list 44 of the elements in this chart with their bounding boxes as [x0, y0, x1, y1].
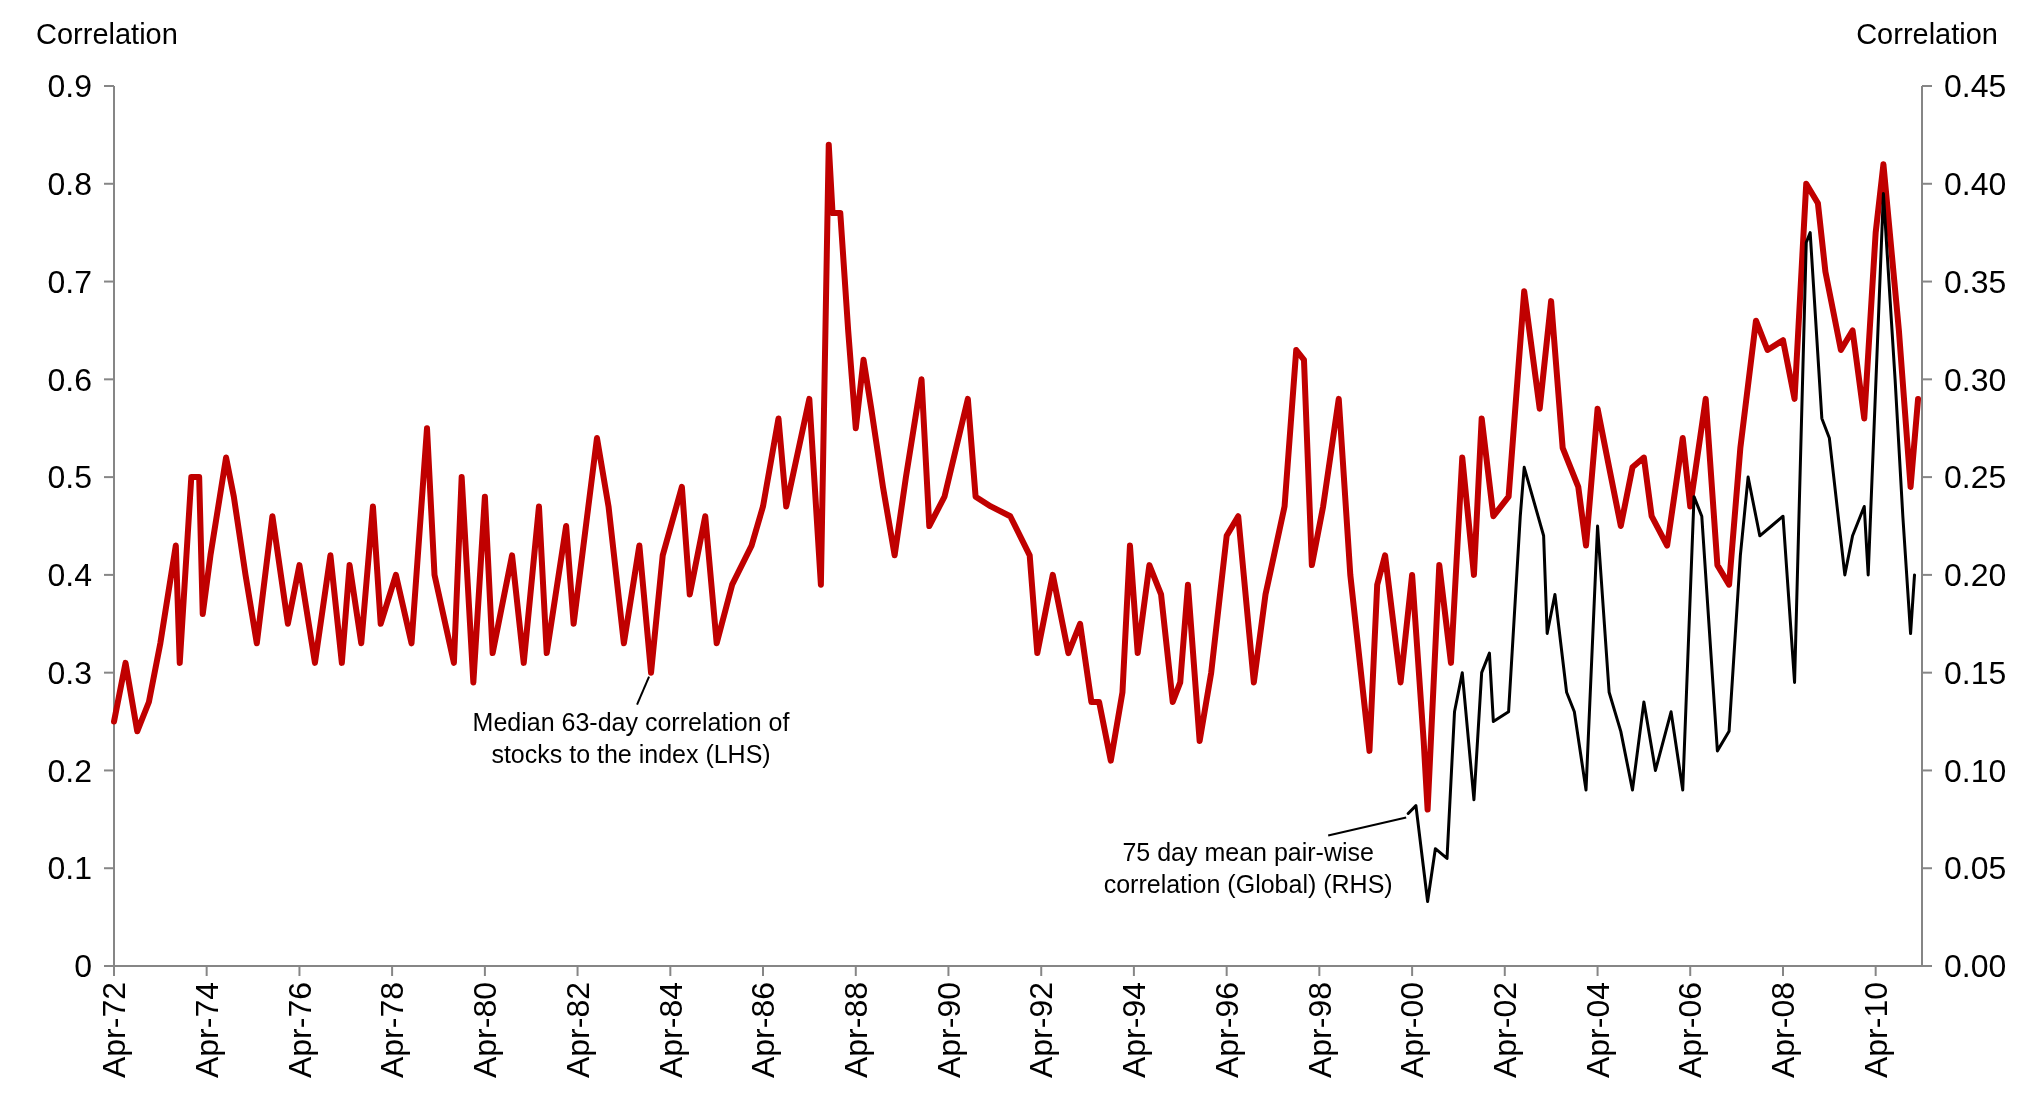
y-tick-label: 0: [74, 948, 92, 985]
x-tick-label: Apr-04: [1579, 982, 1616, 1079]
y-tick-label: 0.9: [47, 68, 92, 105]
x-tick-label: Apr-88: [837, 982, 874, 1079]
y-axis-title: Correlation: [36, 18, 178, 50]
x-tick-label: Apr-10: [1857, 982, 1894, 1079]
annotation: 75 day mean pair-wise correlation (Global) (RHS): [1103, 838, 1393, 899]
y-tick-label: 0.8: [47, 165, 92, 202]
x-tick-label: Apr-00: [1394, 982, 1431, 1079]
y2-tick-label: 0.20: [1944, 557, 2007, 594]
y2-tick-label: 0.15: [1944, 654, 2007, 691]
x-tick-label: Apr-78: [374, 982, 411, 1079]
annotation: Median 63-day correlation of stocks to the index (LHS): [472, 707, 790, 768]
y2-tick-label: 0.40: [1944, 165, 2007, 202]
x-tick-label: Apr-98: [1301, 982, 1338, 1079]
y-tick-label: 0.4: [47, 557, 92, 594]
x-tick-label: Apr-08: [1765, 982, 1802, 1079]
x-tick-label: Apr-96: [1208, 982, 1245, 1079]
x-tick-label: Apr-74: [188, 982, 225, 1079]
x-tick-label: Apr-94: [1116, 982, 1153, 1079]
y-tick-label: 0.1: [47, 850, 92, 887]
x-tick-label: Apr-76: [281, 982, 318, 1079]
y-tick-label: 0.2: [47, 752, 92, 789]
x-tick-label: Apr-90: [930, 982, 967, 1079]
x-tick-label: Apr-02: [1486, 982, 1523, 1079]
y2-tick-label: 0.45: [1944, 68, 2007, 105]
y2-tick-label: 0.25: [1944, 459, 2007, 496]
x-tick-label: Apr-86: [745, 982, 782, 1079]
x-tick-label: Apr-92: [1023, 982, 1060, 1079]
y2-tick-label: 0.05: [1944, 850, 2007, 887]
x-tick-label: Apr-72: [96, 982, 133, 1079]
x-tick-label: Apr-06: [1672, 982, 1709, 1079]
y2-tick-label: 0.35: [1944, 263, 2007, 300]
y2-tick-label: 0.30: [1944, 361, 2007, 398]
y2-axis-title: Correlation: [1856, 18, 1998, 50]
x-tick-label: Apr-80: [467, 982, 504, 1079]
y-tick-label: 0.5: [47, 459, 92, 496]
y-tick-label: 0.7: [47, 263, 92, 300]
y-tick-label: 0.3: [47, 654, 92, 691]
x-tick-label: Apr-84: [652, 982, 689, 1079]
x-tick-label: Apr-82: [559, 982, 596, 1079]
y2-tick-label: 0.10: [1944, 752, 2007, 789]
y-tick-label: 0.6: [47, 361, 92, 398]
y2-tick-label: 0.00: [1944, 948, 2007, 985]
